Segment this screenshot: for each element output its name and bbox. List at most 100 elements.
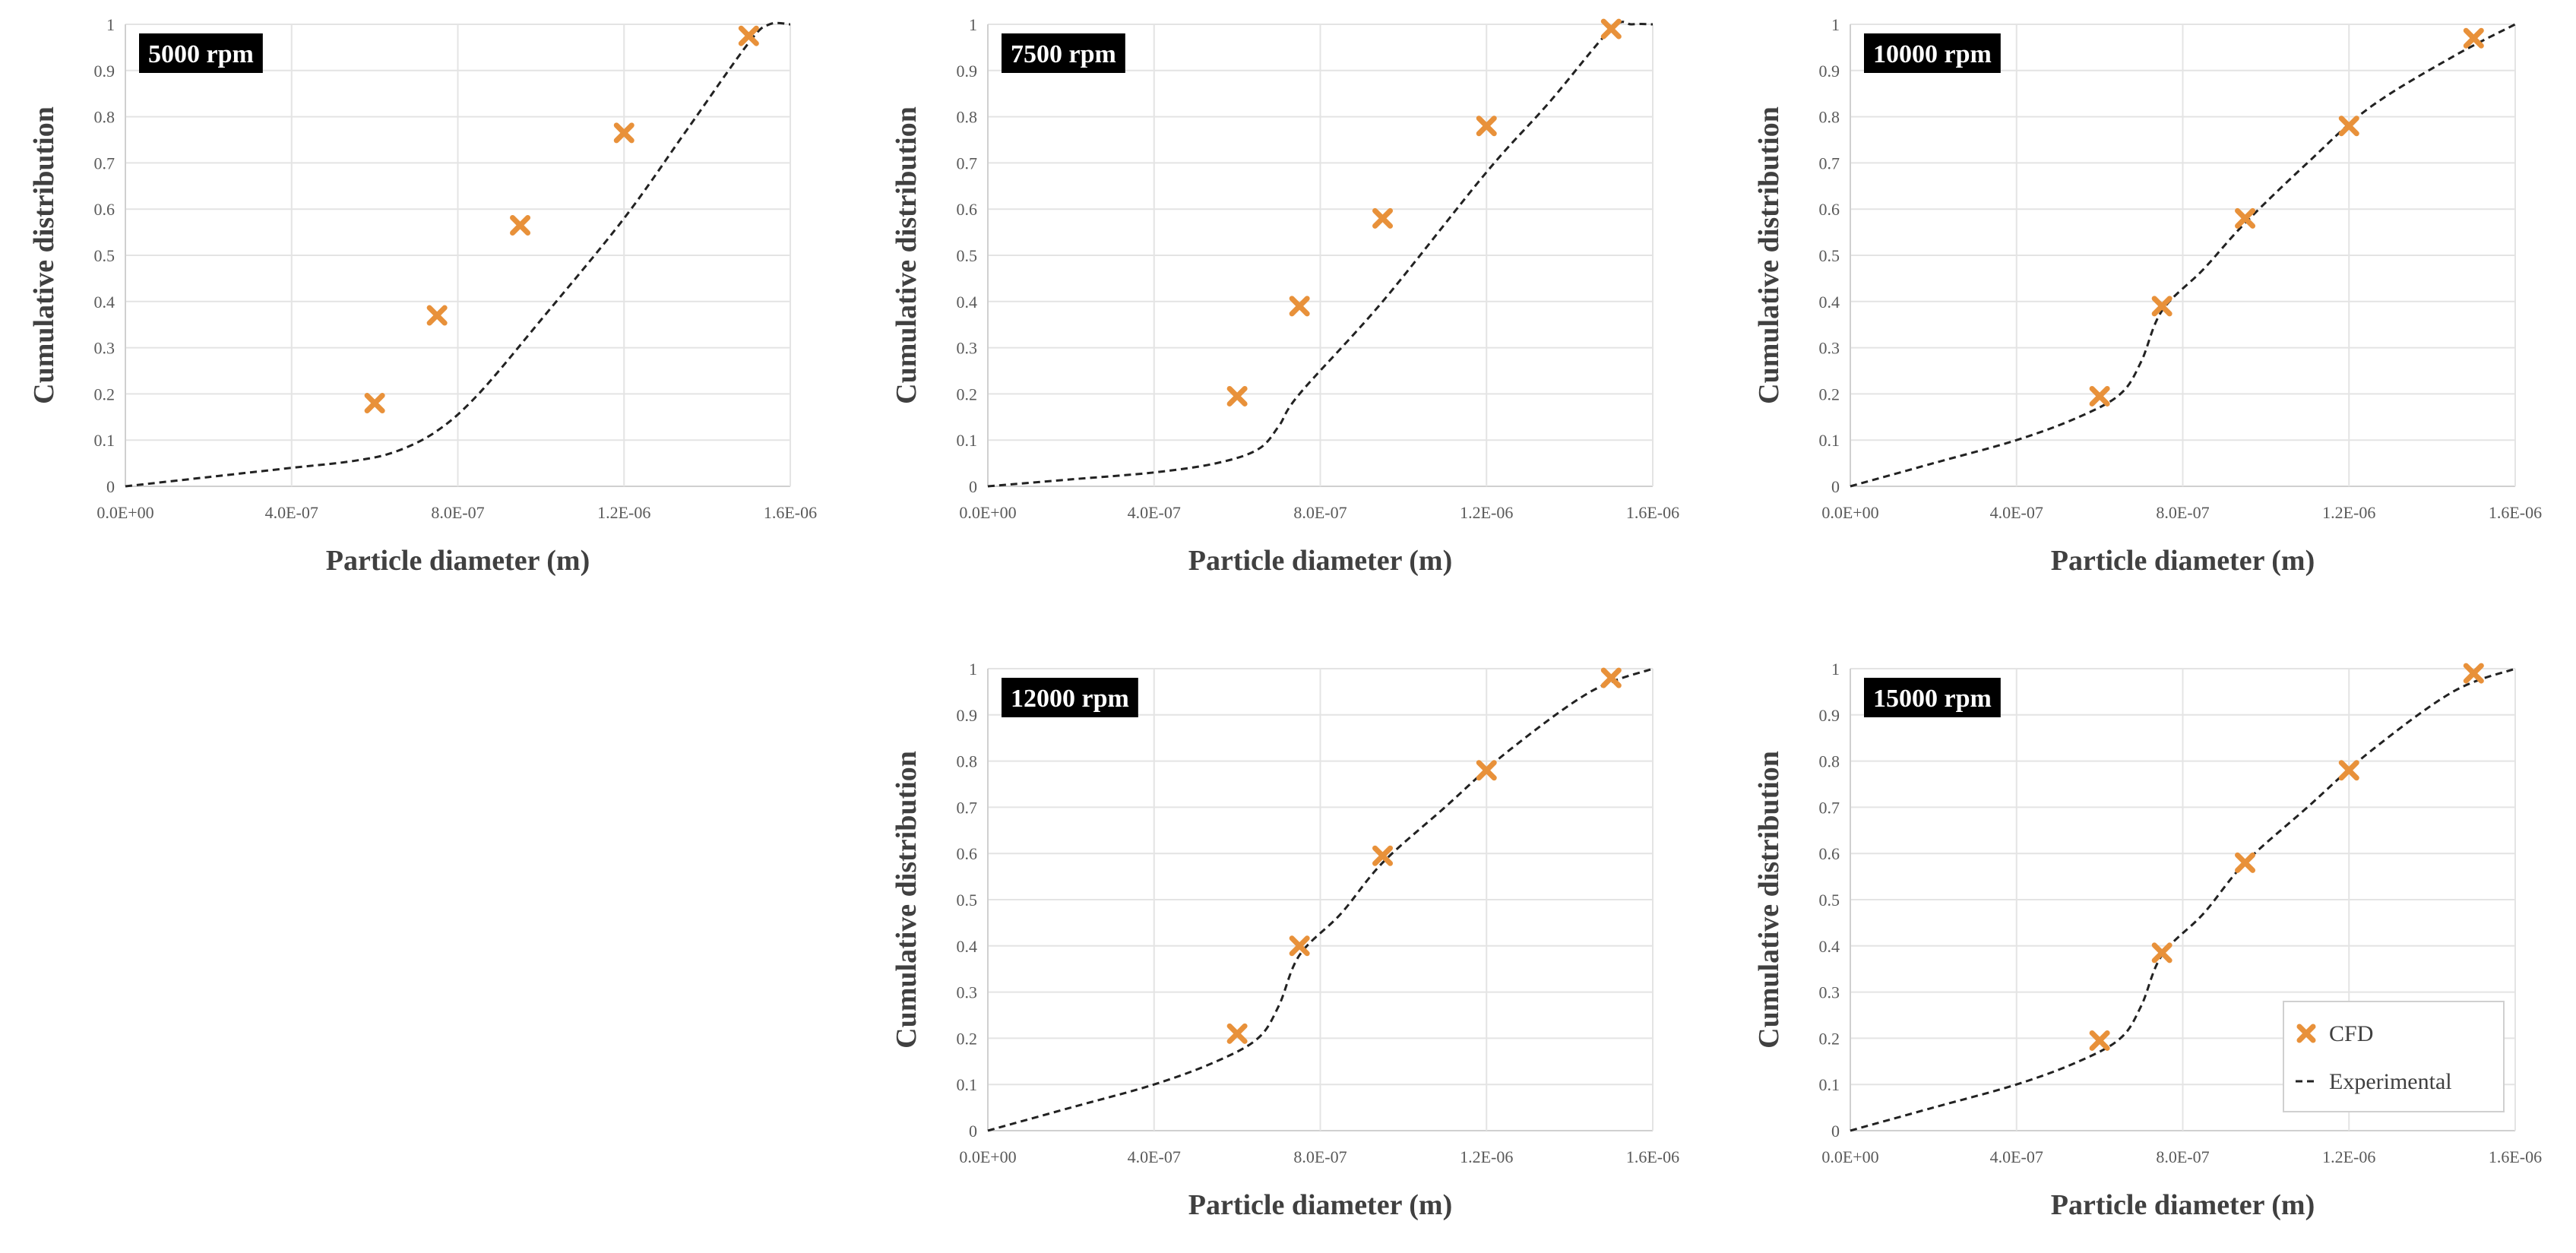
y-tick-label: 0 [969, 1122, 977, 1141]
x-tick-label: 1.6E-06 [1626, 1147, 1679, 1166]
x-axis-label: Particle diameter (m) [326, 545, 590, 577]
y-tick-label: 0.2 [1819, 1029, 1840, 1048]
cfd-data-point [2089, 385, 2110, 407]
y-tick-label: 0 [1831, 477, 1840, 496]
y-tick-label: 0.2 [957, 384, 978, 403]
svg-text:5000 rpm: 5000 rpm [148, 40, 254, 68]
cfd-data-point [510, 214, 531, 236]
y-tick-label: 0.2 [1819, 384, 1840, 403]
y-tick-label: 0.4 [94, 293, 116, 312]
x-tick-label: 4.0E-07 [1128, 503, 1181, 522]
y-axis-label: Cumulative distribution [28, 106, 60, 404]
cfd-data-point [738, 25, 759, 46]
y-tick-label: 0.8 [94, 108, 116, 127]
y-tick-label: 0.7 [94, 153, 116, 172]
cfd-data-point [2151, 942, 2173, 963]
cfd-data-point [2338, 115, 2359, 137]
x-tick-label: 8.0E-07 [1293, 1147, 1347, 1166]
y-tick-label: 0.6 [1819, 844, 1840, 863]
y-tick-label: 0.2 [957, 1029, 978, 1048]
chart-title: 5000 rpm [139, 33, 263, 73]
chart-panel-1: 0 0.1 0.2 0.3 0.4 0.5 0.6 0.7 0.8 0.9 1 0.0E+00 4.0E… [28, 15, 817, 577]
y-axis-label: Cumulative distribution [1753, 751, 1785, 1049]
x-tick-label: 0.0E+00 [959, 1147, 1016, 1166]
cfd-data-point [1289, 296, 1310, 317]
x-tick-label: 1.6E-06 [2489, 503, 2542, 522]
cfd-data-point [1289, 935, 1310, 957]
cfd-data-point [1600, 667, 1622, 688]
y-tick-label: 0.9 [957, 62, 978, 81]
legend-experimental-label: Experimental [2329, 1069, 2452, 1094]
x-axis-label: Particle diameter (m) [1188, 545, 1452, 577]
cfd-data-point [426, 305, 448, 326]
y-tick-label: 0.3 [94, 339, 116, 358]
y-tick-label: 0.3 [957, 339, 978, 358]
x-tick-label: 0.0E+00 [1821, 1147, 1878, 1166]
experimental-series-line [125, 21, 791, 488]
svg-text:7500 rpm: 7500 rpm [1011, 40, 1116, 68]
cfd-data-point [2235, 207, 2256, 229]
cfd-data-point [1372, 207, 1394, 229]
cfd-data-point [2338, 760, 2359, 781]
y-tick-label: 0.5 [1819, 246, 1840, 265]
x-tick-label: 1.6E-06 [2489, 1147, 2542, 1166]
y-tick-label: 0.3 [1819, 983, 1840, 1002]
y-tick-label: 0.5 [957, 246, 978, 265]
x-tick-label: 0.0E+00 [1821, 503, 1878, 522]
x-tick-label: 8.0E-07 [1293, 503, 1347, 522]
y-tick-label: 0.8 [1819, 108, 1840, 127]
chart-title: 12000 rpm [1002, 678, 1138, 717]
y-tick-label: 0.6 [1819, 200, 1840, 219]
legend-cfd-marker [2296, 1024, 2316, 1043]
cfd-data-point [1226, 1023, 1248, 1044]
y-tick-label: 1 [969, 660, 977, 679]
y-tick-label: 0.8 [957, 752, 978, 771]
x-tick-label: 4.0E-07 [265, 503, 318, 522]
cfd-data-point [364, 393, 385, 414]
y-tick-label: 1 [106, 15, 115, 34]
x-tick-label: 1.2E-06 [1460, 503, 1513, 522]
y-tick-label: 1 [969, 15, 977, 34]
y-tick-label: 0.1 [1819, 1075, 1840, 1094]
y-tick-label: 0.3 [957, 983, 978, 1002]
x-tick-label: 0.0E+00 [959, 503, 1016, 522]
chart-title: 7500 rpm [1002, 33, 1125, 73]
svg-text:12000 rpm: 12000 rpm [1011, 685, 1129, 713]
y-axis-label: Cumulative distribution [891, 751, 922, 1049]
chart-panel-4: 0 0.1 0.2 0.3 0.4 0.5 0.6 0.7 0.8 0.9 1 0.0E+00 4.0E… [891, 660, 1679, 1221]
x-tick-label: 8.0E-07 [431, 503, 484, 522]
x-tick-label: 4.0E-07 [1990, 1147, 2043, 1166]
cfd-data-point [2089, 1030, 2110, 1051]
experimental-series-line [987, 667, 1654, 1132]
y-tick-label: 0.6 [957, 200, 978, 219]
y-tick-label: 1 [1831, 15, 1840, 34]
y-tick-label: 0.9 [1819, 706, 1840, 725]
y-tick-label: 0.7 [957, 153, 978, 172]
x-tick-label: 1.2E-06 [2322, 503, 2375, 522]
x-tick-label: 1.2E-06 [2322, 1147, 2375, 1166]
experimental-series-line [987, 21, 1654, 488]
y-tick-label: 0.7 [1819, 798, 1840, 817]
y-tick-label: 0.4 [1819, 937, 1840, 956]
svg-text:10000 rpm: 10000 rpm [1873, 40, 1992, 68]
chart-title: 10000 rpm [1864, 33, 2001, 73]
y-tick-label: 0.1 [1819, 431, 1840, 450]
legend: CFD Experimental [2283, 1001, 2505, 1112]
chart-panel-2: 0 0.1 0.2 0.3 0.4 0.5 0.6 0.7 0.8 0.9 1 0.0E+00 4.0E… [891, 15, 1679, 577]
cfd-data-point [2235, 852, 2256, 873]
y-tick-label: 0.9 [94, 62, 116, 81]
y-tick-label: 0.7 [957, 798, 978, 817]
x-tick-label: 8.0E-07 [2156, 1147, 2209, 1166]
y-tick-label: 0.5 [957, 891, 978, 910]
x-tick-label: 8.0E-07 [2156, 503, 2209, 522]
y-tick-label: 0.8 [1819, 752, 1840, 771]
cfd-data-point [2151, 296, 2173, 317]
y-tick-label: 0.5 [94, 246, 116, 265]
y-tick-label: 0 [1831, 1122, 1840, 1141]
cfd-data-point [2463, 27, 2484, 49]
cfd-data-point [1600, 18, 1622, 40]
y-tick-label: 0.8 [957, 108, 978, 127]
y-tick-label: 0 [969, 477, 977, 496]
y-tick-label: 0.4 [957, 293, 978, 312]
